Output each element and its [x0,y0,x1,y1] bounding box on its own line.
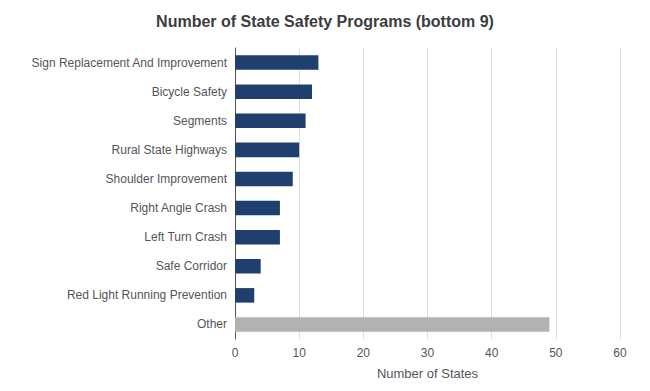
svg-text:Other: Other [197,317,227,331]
svg-text:Shoulder Improvement: Shoulder Improvement [106,172,228,186]
svg-text:Rural State Highways: Rural State Highways [112,143,227,157]
svg-text:60: 60 [613,346,627,360]
svg-text:40: 40 [485,346,499,360]
svg-text:Left Turn Crash: Left Turn Crash [144,230,227,244]
svg-text:Number of State Safety Program: Number of State Safety Programs (bottom … [156,13,494,30]
svg-text:Segments: Segments [173,114,227,128]
svg-text:0: 0 [232,346,239,360]
svg-text:30: 30 [421,346,435,360]
svg-text:Bicycle Safety: Bicycle Safety [152,85,227,99]
svg-text:50: 50 [549,346,563,360]
svg-text:Number of States: Number of States [377,366,479,381]
svg-text:Sign Replacement And Improveme: Sign Replacement And Improvement [32,56,228,70]
svg-text:Red Light Running Prevention: Red Light Running Prevention [67,288,227,302]
svg-text:Safe Corridor: Safe Corridor [156,259,227,273]
svg-text:20: 20 [357,346,371,360]
svg-text:Right Angle Crash: Right Angle Crash [130,201,227,215]
svg-text:10: 10 [292,346,306,360]
